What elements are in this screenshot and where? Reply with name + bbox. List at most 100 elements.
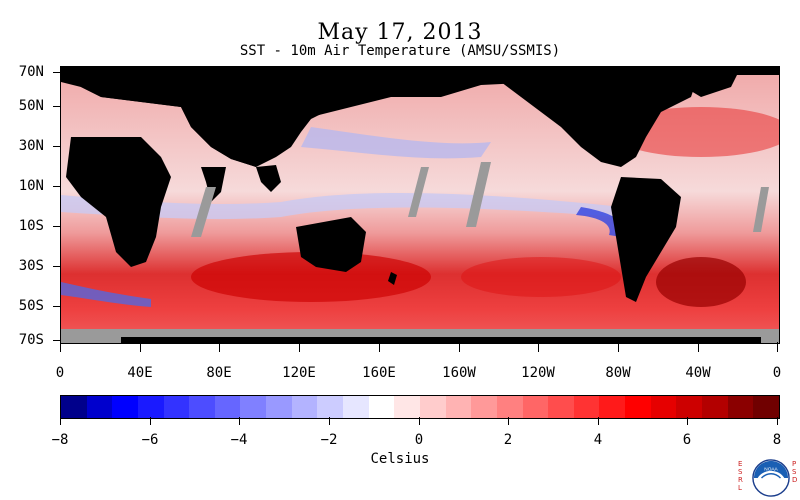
colorbar-label: −6 [141,432,159,448]
colorbar-tick [239,417,240,425]
colorbar-unit: Celsius [370,451,430,467]
colorbar-swatch [676,396,703,418]
new-zealand-land [388,272,397,285]
colorbar-label: −8 [51,432,69,448]
africa-land [66,137,171,267]
vertical-letter: S [738,468,743,476]
lon-tick [777,342,778,352]
lat-tick [53,226,60,227]
colorbar-swatch [112,396,138,418]
lat-label: 70S [18,332,44,348]
colorbar-swatch [86,396,113,418]
cool-north-pacific [301,127,491,159]
colorbar-label: 6 [682,432,692,448]
warm-south-pacific [461,257,621,297]
lat-label: 50S [18,298,44,314]
colorbar-swatch [291,396,318,418]
lon-tick [618,342,619,352]
colorbar-swatch [394,396,420,418]
lat-tick [53,340,60,341]
missing-data-swath [753,187,769,232]
noaa-logo-text: NOAA [764,466,778,472]
north-america-land [491,67,701,167]
lon-tick [60,342,61,352]
lat-label: 10N [18,178,44,194]
colorbar-swatch [599,396,626,418]
colorbar-tick [329,417,330,425]
colorbar-swatch [548,396,574,418]
colorbar-swatch [317,396,344,418]
lat-tick [53,106,60,107]
colorbar-swatch [445,396,472,418]
lat-label: 70N [18,64,44,80]
lat-label: 30S [18,258,44,274]
lon-tick [379,342,380,352]
lat-tick [53,186,60,187]
warm-south-atlantic [656,257,746,307]
colorbar-swatch [522,396,549,418]
lon-label: 120E [282,365,316,381]
vertical-letter: D [792,476,798,484]
lon-label: 0 [55,365,65,381]
lon-tick [219,342,220,352]
missing-data-swath [191,187,216,237]
south-america-land [611,177,681,302]
warm-indian-ocean [191,252,431,302]
colorbar-tick [777,417,778,425]
colorbar-tick [687,417,688,425]
colorbar-swatch [727,396,754,418]
greenland-land [661,67,741,97]
vertical-letter: E [738,460,743,468]
colorbar-swatch [163,396,190,418]
lat-label: 30N [18,138,44,154]
cool-south-atlantic [61,282,151,307]
color-scale-bar [60,395,780,419]
colorbar-label: 4 [593,432,603,448]
colorbar-label: 8 [772,432,782,448]
colorbar-label: −2 [320,432,338,448]
india-land [201,167,226,202]
lat-tick [53,266,60,267]
colorbar-swatch [240,396,267,418]
vertical-letter: P [792,460,797,468]
eurasia-land [61,67,401,167]
lon-tick [698,342,699,352]
lon-label: 80W [605,365,631,381]
lon-label: 120W [521,365,555,381]
colorbar-tick [598,417,599,425]
lat-tick [53,72,60,73]
lat-label: 10S [18,218,44,234]
colorbar-swatch [650,396,677,418]
colorbar-swatch [266,396,292,418]
map-graphic [61,67,779,343]
lon-label: 40W [685,365,711,381]
vertical-letter: R [738,476,743,484]
map-subtitle: SST - 10m Air Temperature (AMSU/SSMIS) [239,43,561,59]
lon-label: 160E [362,365,396,381]
missing-data-swath [466,162,491,227]
lon-tick [538,342,539,352]
colorbar-swatch [419,396,446,418]
lon-tick [140,342,141,352]
map-date-title: May 17, 2013 [317,20,483,45]
colorbar-tick [419,417,420,425]
colorbar-swatch [753,396,779,418]
lon-tick [299,342,300,352]
lat-label: 50N [18,98,44,114]
colorbar-swatch [343,396,369,418]
vertical-letter: L [738,484,742,492]
colorbar-swatch [137,396,164,418]
colorbar-tick [150,417,151,425]
colorbar-swatch [189,396,215,418]
colorbar-swatch [573,396,600,418]
colorbar-swatch [702,396,728,418]
cool-east-pacific [576,207,624,237]
lon-label: 0 [772,365,782,381]
colorbar-label: −4 [230,432,248,448]
colorbar-tick [60,417,61,425]
missing-data-swath [408,167,429,217]
lat-tick [53,146,60,147]
lon-label: 160W [442,365,476,381]
